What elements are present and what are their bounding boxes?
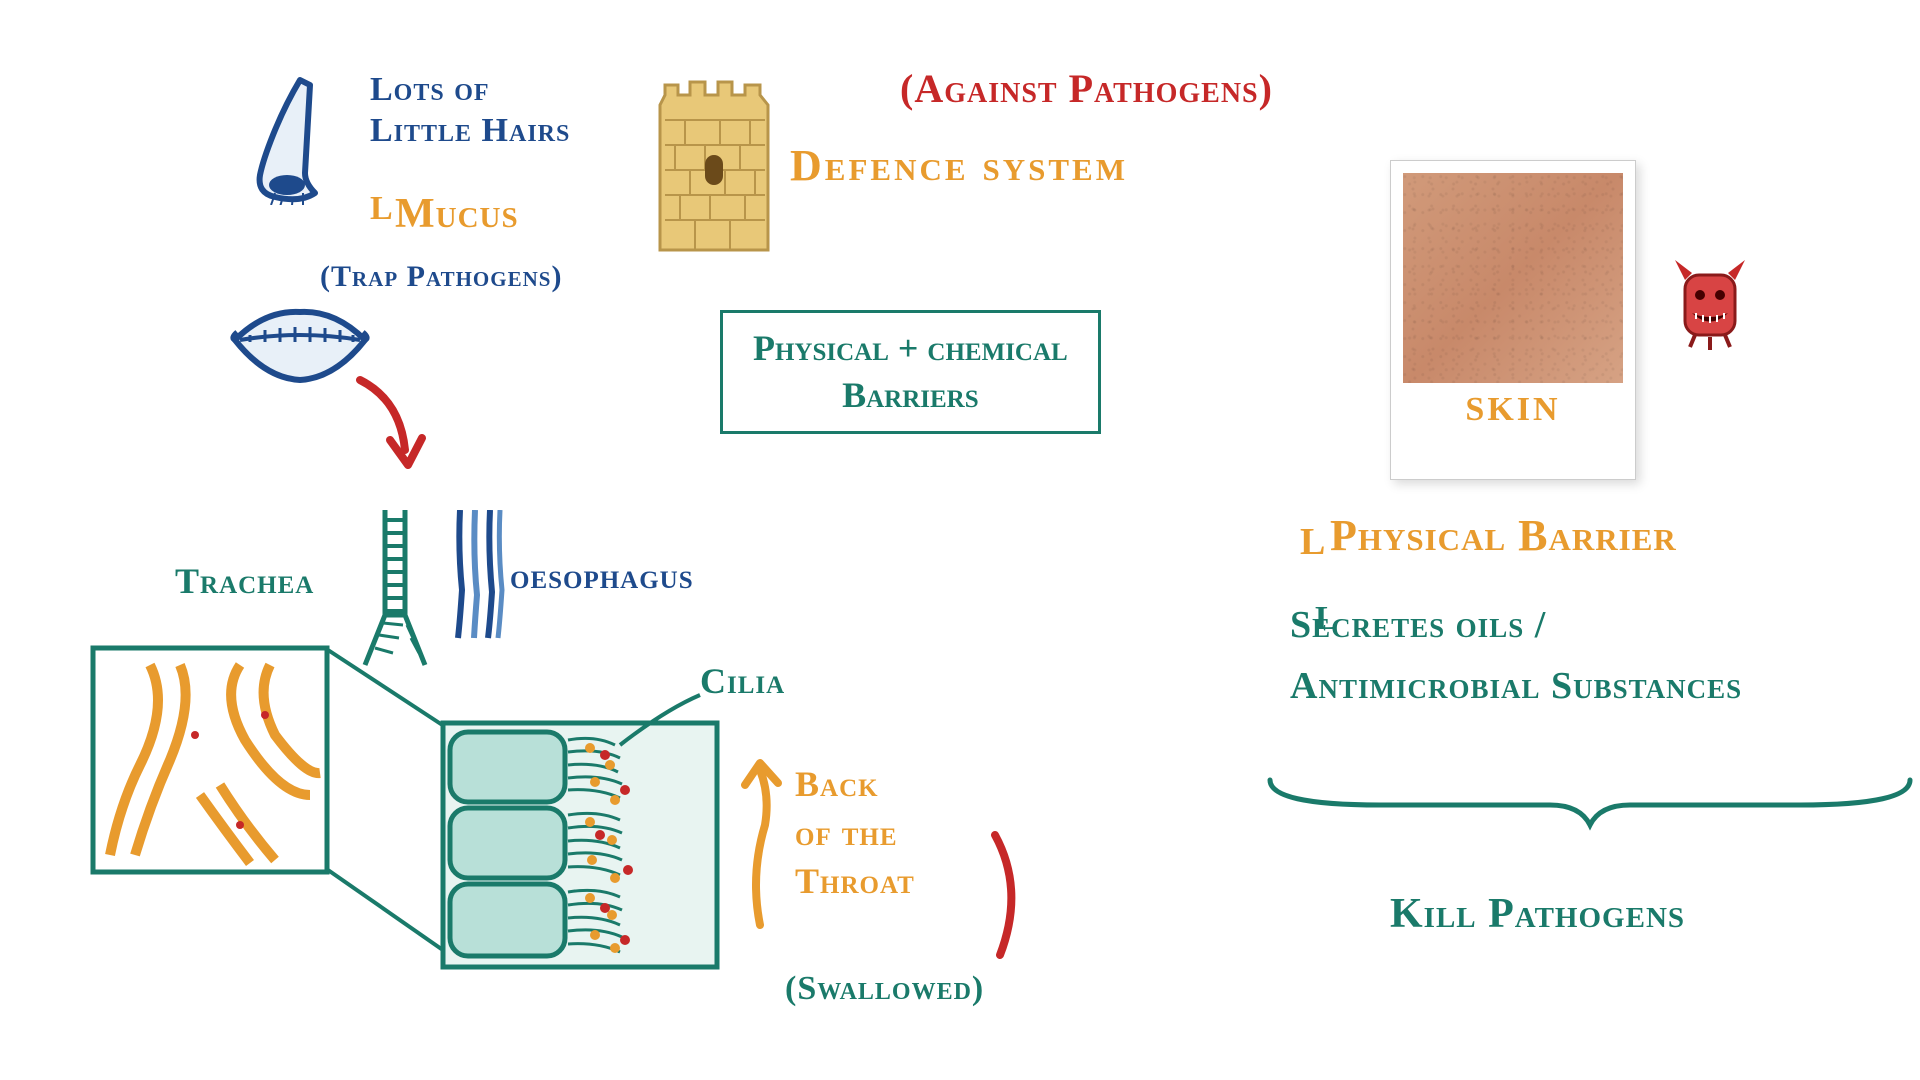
kill-label: Kill Pathogens xyxy=(1390,890,1685,938)
back-throat-label: Back of the Throat xyxy=(795,760,915,906)
secretes-label: Secretes oils / Antimicrobial Substances xyxy=(1290,595,1920,717)
mucus-tick: L xyxy=(370,190,393,228)
pathogen-icon xyxy=(1670,255,1750,355)
curly-brace xyxy=(1260,770,1920,840)
swallowed-label: (Swallowed) xyxy=(785,970,984,1008)
red-curve-throat xyxy=(985,830,1035,960)
oesophagus-label: oesophagus xyxy=(510,555,694,597)
phys-tick: L xyxy=(1300,520,1325,564)
bronchi-zoom xyxy=(90,645,330,875)
nose-icon xyxy=(245,75,365,205)
trachea-label: Trachea xyxy=(175,560,314,602)
defence-label: Defence system xyxy=(790,140,1128,191)
skin-texture xyxy=(1403,173,1623,383)
oesophagus-icon xyxy=(450,510,510,640)
arrow-up-throat xyxy=(730,755,790,935)
cilia-pointer xyxy=(605,690,715,760)
tower-icon xyxy=(650,60,780,260)
trap-label: (Trap Pathogens) xyxy=(320,260,562,294)
arrow-mouth-down xyxy=(340,370,440,490)
barriers-box: Physical + chemical Barriers xyxy=(720,310,1101,434)
mucus-label: Mucus xyxy=(395,190,519,238)
phys-barrier-label: Physical Barrier xyxy=(1330,510,1677,561)
skin-label: SKIN xyxy=(1403,391,1623,429)
against-label: (Against Pathogens) xyxy=(900,65,1273,112)
lots-hairs-label: Lots of Little Hairs xyxy=(370,70,570,152)
skin-polaroid: SKIN xyxy=(1390,160,1636,480)
